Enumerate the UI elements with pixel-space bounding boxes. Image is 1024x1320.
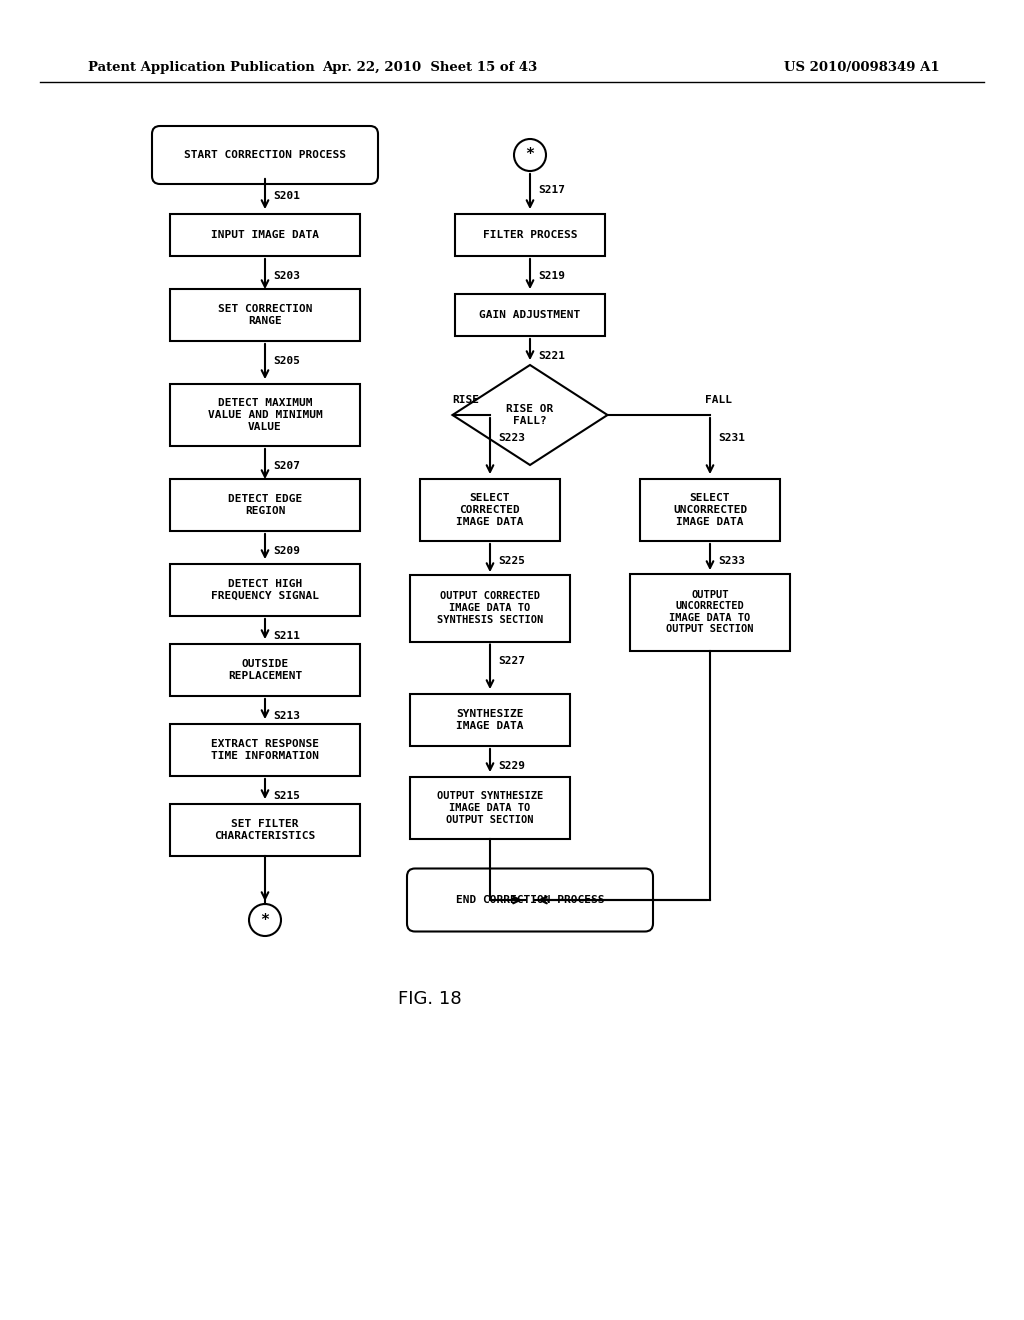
FancyBboxPatch shape xyxy=(407,869,653,932)
Text: FILTER PROCESS: FILTER PROCESS xyxy=(482,230,578,240)
Bar xyxy=(170,384,360,446)
Text: S213: S213 xyxy=(273,711,300,721)
Text: S215: S215 xyxy=(273,791,300,801)
Polygon shape xyxy=(453,366,607,465)
Text: END CORRECTION PROCESS: END CORRECTION PROCESS xyxy=(456,895,604,906)
Text: *: * xyxy=(525,148,535,162)
Text: DETECT HIGH
FREQUENCY SIGNAL: DETECT HIGH FREQUENCY SIGNAL xyxy=(211,579,319,601)
Text: GAIN ADJUSTMENT: GAIN ADJUSTMENT xyxy=(479,310,581,319)
Text: Apr. 22, 2010  Sheet 15 of 43: Apr. 22, 2010 Sheet 15 of 43 xyxy=(323,62,538,74)
Bar xyxy=(170,214,360,256)
Text: OUTPUT CORRECTED
IMAGE DATA TO
SYNTHESIS SECTION: OUTPUT CORRECTED IMAGE DATA TO SYNTHESIS… xyxy=(437,591,543,624)
Text: S205: S205 xyxy=(273,356,300,366)
Text: DETECT EDGE
REGION: DETECT EDGE REGION xyxy=(228,494,302,516)
Text: FIG. 18: FIG. 18 xyxy=(398,990,462,1008)
Circle shape xyxy=(514,139,546,172)
Text: S221: S221 xyxy=(538,351,565,360)
Text: START CORRECTION PROCESS: START CORRECTION PROCESS xyxy=(184,150,346,160)
Bar xyxy=(455,214,605,256)
Text: SET CORRECTION
RANGE: SET CORRECTION RANGE xyxy=(218,304,312,326)
Text: OUTSIDE
REPLACEMENT: OUTSIDE REPLACEMENT xyxy=(228,659,302,681)
Text: RISE: RISE xyxy=(452,395,479,405)
Text: EXTRACT RESPONSE
TIME INFORMATION: EXTRACT RESPONSE TIME INFORMATION xyxy=(211,739,319,760)
Text: *: * xyxy=(260,912,269,928)
Text: S209: S209 xyxy=(273,546,300,556)
Text: RISE OR
FALL?: RISE OR FALL? xyxy=(507,404,554,426)
Text: S229: S229 xyxy=(498,762,525,771)
Bar xyxy=(170,804,360,855)
Text: OUTPUT SYNTHESIZE
IMAGE DATA TO
OUTPUT SECTION: OUTPUT SYNTHESIZE IMAGE DATA TO OUTPUT S… xyxy=(437,792,543,825)
Text: S233: S233 xyxy=(718,556,745,566)
Text: SELECT
UNCORRECTED
IMAGE DATA: SELECT UNCORRECTED IMAGE DATA xyxy=(673,494,748,527)
Bar xyxy=(170,564,360,616)
Text: FALL: FALL xyxy=(705,395,732,405)
Text: DETECT MAXIMUM
VALUE AND MINIMUM
VALUE: DETECT MAXIMUM VALUE AND MINIMUM VALUE xyxy=(208,399,323,432)
Text: S211: S211 xyxy=(273,631,300,642)
Text: S227: S227 xyxy=(498,656,525,667)
Text: SELECT
CORRECTED
IMAGE DATA: SELECT CORRECTED IMAGE DATA xyxy=(457,494,523,527)
Text: US 2010/0098349 A1: US 2010/0098349 A1 xyxy=(784,62,940,74)
Bar xyxy=(410,574,570,642)
Text: SYNTHESIZE
IMAGE DATA: SYNTHESIZE IMAGE DATA xyxy=(457,709,523,731)
Text: OUTPUT
UNCORRECTED
IMAGE DATA TO
OUTPUT SECTION: OUTPUT UNCORRECTED IMAGE DATA TO OUTPUT … xyxy=(667,590,754,635)
Text: S231: S231 xyxy=(718,433,745,444)
Text: S207: S207 xyxy=(273,461,300,471)
Text: S217: S217 xyxy=(538,185,565,195)
Bar xyxy=(455,294,605,337)
Text: SET FILTER
CHARACTERISTICS: SET FILTER CHARACTERISTICS xyxy=(214,820,315,841)
Bar xyxy=(630,573,790,651)
Bar xyxy=(170,723,360,776)
Bar xyxy=(640,479,780,541)
Text: S225: S225 xyxy=(498,556,525,566)
Circle shape xyxy=(249,904,281,936)
Bar xyxy=(170,289,360,341)
Bar xyxy=(170,479,360,531)
Text: S201: S201 xyxy=(273,191,300,201)
FancyBboxPatch shape xyxy=(152,125,378,183)
Bar xyxy=(170,644,360,696)
Text: S223: S223 xyxy=(498,433,525,444)
Text: Patent Application Publication: Patent Application Publication xyxy=(88,62,314,74)
Text: S219: S219 xyxy=(538,271,565,281)
Text: S203: S203 xyxy=(273,271,300,281)
Text: INPUT IMAGE DATA: INPUT IMAGE DATA xyxy=(211,230,319,240)
Bar xyxy=(410,694,570,746)
Bar xyxy=(420,479,560,541)
Bar xyxy=(410,777,570,840)
